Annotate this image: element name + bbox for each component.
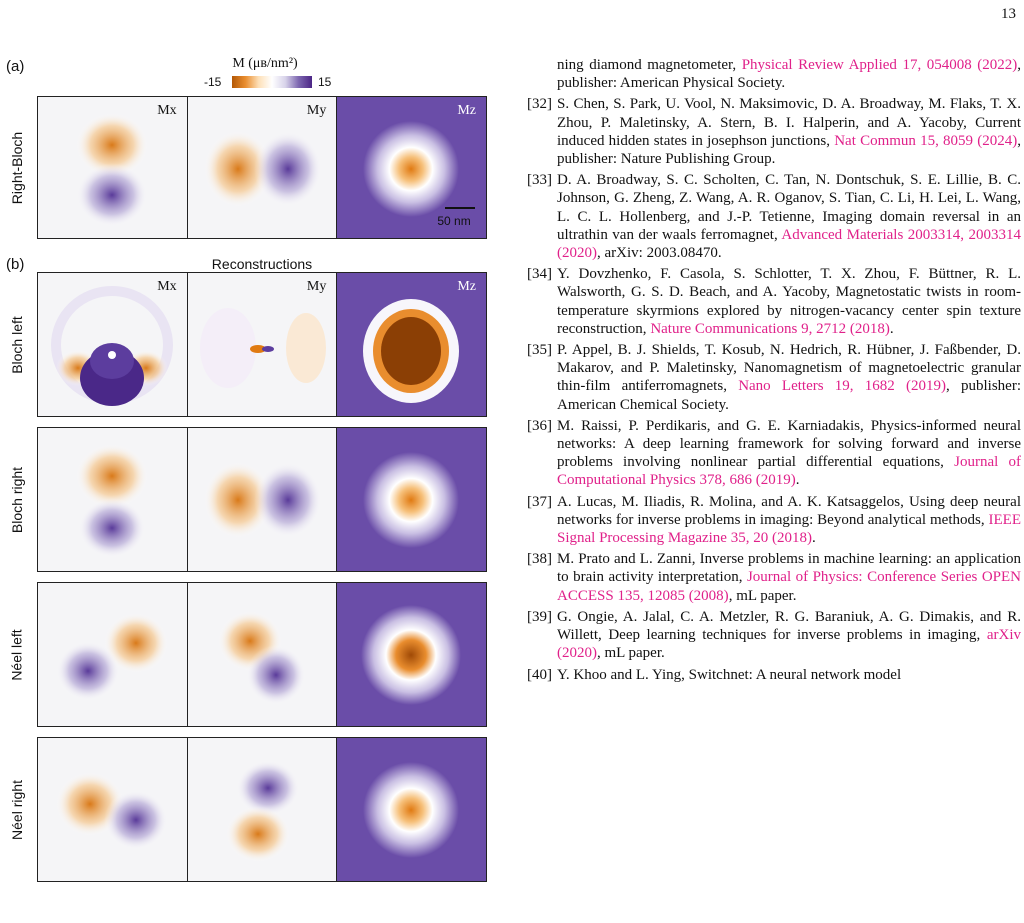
reference-link[interactable]: IEEE Signal Processing Magazine 35, 20 (… (557, 511, 1021, 547)
component-label-mx: Mx (157, 279, 177, 294)
row-label-neel-right: Néel right (9, 779, 26, 840)
row-right-bloch: Mx My Mz 50 nm (37, 96, 487, 239)
reference-link[interactable]: Journal of Physics: Conference Series OP… (557, 569, 1021, 604)
reference-link[interactable]: Physical Review Applied 17, 054008 (2022… (741, 57, 1018, 73)
reference-link[interactable]: Advanced Materials 2003314, 2003314 (202… (557, 226, 1021, 262)
reference-item: [39] G. Ongie, A. Jalal, C. A. Metzler, R… (527, 608, 1021, 662)
map-my-right-bloch: My (187, 97, 338, 238)
scale-bar-label: 50 nm (437, 214, 471, 228)
row-label-neel-left: Néel left (9, 628, 26, 681)
row-label-bloch-right: Bloch right (9, 466, 25, 533)
reference-item: [34] Y. Dovzhenko, F. Casola, S. Schlotte… (527, 266, 1021, 337)
reference-link[interactable]: Journal of Computational Physics 378, 68… (557, 454, 1022, 489)
reconstructions-title: Reconstructions (211, 256, 313, 272)
colorbar-min-label: -15 (204, 75, 222, 89)
references: ning diamond magnetometer, Physical Revi… (527, 56, 1021, 687)
row-neel-right (37, 737, 487, 882)
reference-item: [36] M. Raissi, P. Perdikaris, and G. E. … (527, 417, 1022, 489)
reference-item: [33] D. A. Broadway, S. C. Scholten, C. T… (527, 172, 1021, 262)
reference-item: [40] Y. Khoo and L. Ying, Switchnet: A ne… (527, 666, 902, 683)
reference-item: [32] S. Chen, S. Park, U. Vool, N. Maksim… (527, 96, 1021, 168)
map-my-bloch-left: My (187, 273, 338, 416)
page-number: 13 (1001, 6, 1016, 22)
map-mx-neel-left (38, 583, 188, 726)
reference-link[interactable]: Nat Commun 15, 8059 (2024) (834, 132, 1018, 149)
row-label-bloch-left: Bloch left (9, 315, 25, 374)
reference-link[interactable]: Nano Letters 19, 1682 (2019) (738, 378, 947, 395)
map-mz-neel-right (337, 738, 487, 881)
map-mz-bloch-right (337, 428, 487, 571)
colorbar-title: M (μʙ/nm²) (232, 56, 298, 71)
map-mx-right-bloch: Mx (38, 97, 188, 238)
panel-a-label: (a) (6, 58, 25, 75)
map-my-neel-left (187, 583, 338, 726)
reference-continuation: ning diamond magnetometer, Physical Revi… (557, 57, 1021, 92)
component-label-mz: Mz (457, 279, 477, 294)
component-label-my: My (306, 103, 327, 118)
map-my-bloch-right (187, 428, 338, 571)
scale-bar (445, 207, 476, 209)
row-label-right-bloch: Right-Bloch (9, 131, 25, 204)
component-label-mz: Mz (457, 103, 477, 118)
map-my-neel-right (187, 738, 338, 881)
reference-item: [37] A. Lucas, M. Iliadis, R. Molina, and… (527, 493, 1021, 547)
map-mz-neel-left (337, 583, 487, 726)
map-mx-neel-right (38, 738, 188, 881)
map-mx-bloch-right (38, 428, 188, 571)
map-mz-right-bloch: Mz 50 nm (337, 97, 487, 238)
reference-item: [35] P. Appel, B. J. Shields, T. Kosub, N… (527, 342, 1021, 413)
component-label-mx: Mx (157, 103, 177, 118)
map-mz-bloch-left: Mz (337, 273, 487, 416)
row-bloch-right (37, 427, 487, 572)
reference-link[interactable]: arXiv (2020) (557, 627, 1021, 662)
row-bloch-left: Mx My Mz (37, 272, 487, 417)
reference-link[interactable]: Nature Communications 9, 2712 (2018) (650, 320, 890, 337)
colorbar (232, 76, 312, 88)
map-mx-bloch-left: Mx (38, 273, 188, 416)
reference-item: [38] M. Prato and L. Zanni, Inverse probl… (527, 551, 1021, 604)
row-neel-left (37, 582, 487, 727)
panel-b-label: (b) (6, 256, 25, 273)
colorbar-max-label: 15 (318, 75, 332, 89)
component-label-my: My (306, 279, 327, 294)
